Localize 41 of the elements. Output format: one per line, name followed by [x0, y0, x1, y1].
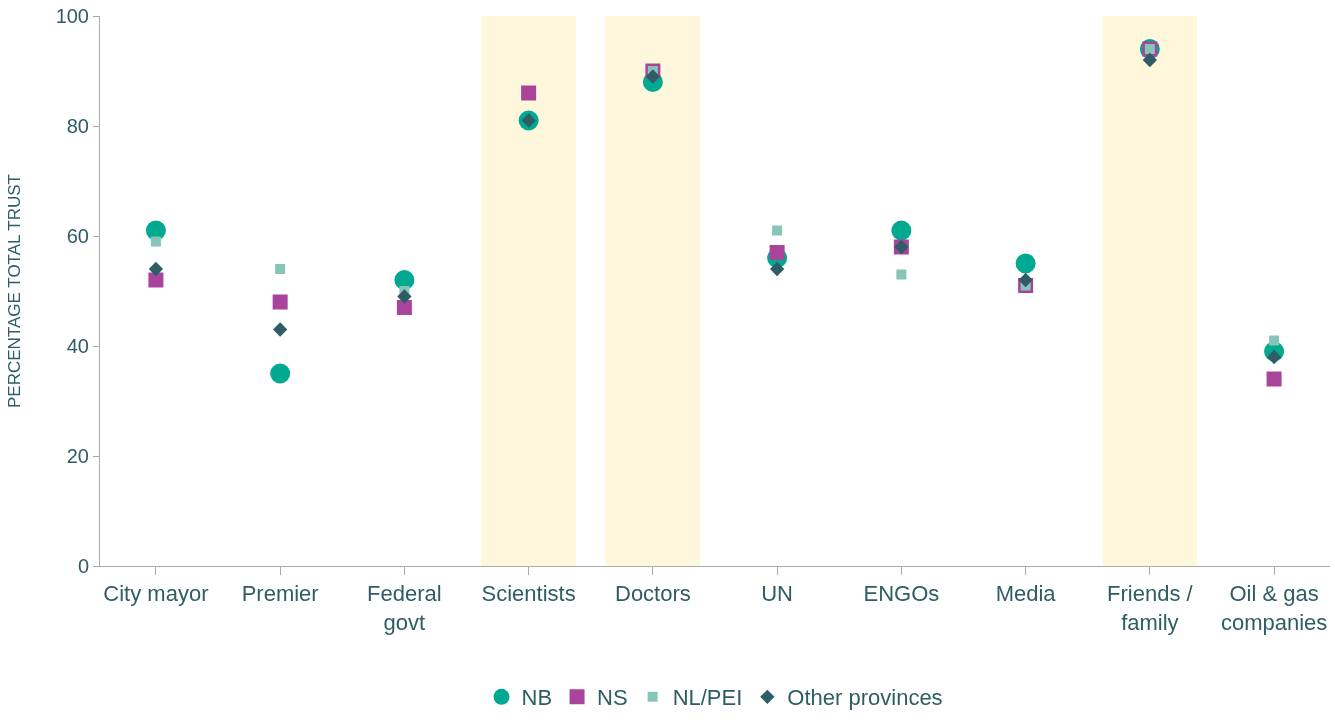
- x-tick-label: Oil & gas companies: [1220, 581, 1328, 635]
- point: [891, 220, 912, 241]
- x-tick-label: ENGOs: [863, 581, 940, 607]
- x-tick-label: Media: [995, 581, 1057, 607]
- point: [273, 322, 288, 337]
- point: [148, 261, 164, 277]
- point: [148, 272, 164, 288]
- y-tick-label: 100: [55, 5, 89, 27]
- legend-label: NL/PEI: [672, 685, 743, 711]
- point: [270, 363, 291, 384]
- point: [1142, 52, 1157, 68]
- point: [275, 264, 286, 274]
- legend-label: Other provinces: [787, 685, 943, 711]
- point: [521, 85, 537, 101]
- x-tick-label: Scientists: [481, 581, 576, 607]
- y-tick-label: 20: [66, 445, 89, 467]
- point: [896, 269, 907, 280]
- y-tick-label: 80: [66, 115, 89, 137]
- legend-label: NB: [521, 685, 553, 711]
- point: [396, 300, 412, 315]
- x-tick-label: Friends / family: [1107, 581, 1194, 635]
- point: [150, 236, 161, 247]
- point: [769, 245, 785, 260]
- x-tick-label: Premier: [241, 581, 319, 607]
- legend-label: NS: [597, 685, 628, 711]
- x-tick-label: Federal govt: [367, 581, 442, 635]
- y-axis-title: PERCENTAGE TOTAL TRUST: [5, 174, 25, 408]
- y-tick-label: 60: [66, 225, 89, 247]
- point: [769, 261, 785, 277]
- point: [1269, 335, 1280, 346]
- y-tick-label: 0: [77, 555, 89, 577]
- x-tick-label: UN: [761, 581, 794, 607]
- x-tick-label: Doctors: [614, 581, 691, 607]
- point: [397, 289, 412, 304]
- point: [1015, 253, 1036, 274]
- point: [1266, 371, 1282, 387]
- y-tick-label: 40: [66, 335, 89, 357]
- point: [1018, 272, 1033, 288]
- x-tick-label: City mayor: [103, 581, 209, 607]
- point: [272, 294, 288, 310]
- point: [772, 225, 783, 236]
